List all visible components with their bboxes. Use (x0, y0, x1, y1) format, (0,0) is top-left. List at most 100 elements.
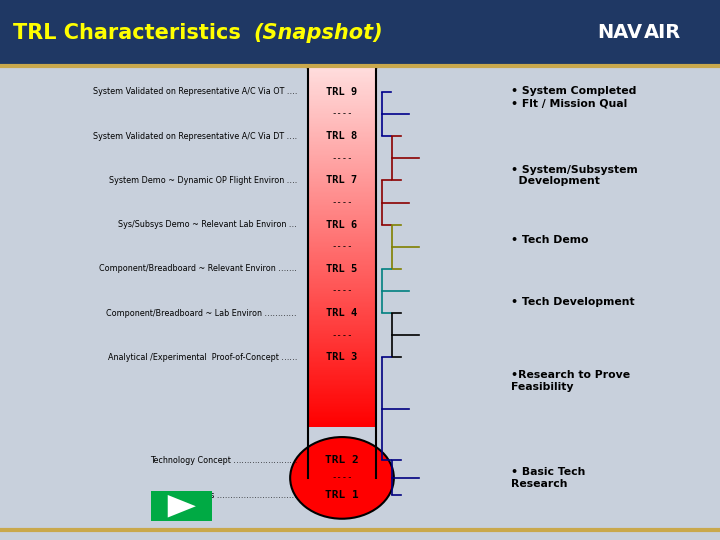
Text: Analytical /Experimental  Proof-of-Concept ……: Analytical /Experimental Proof-of-Concep… (107, 353, 297, 362)
Text: TRL 7: TRL 7 (326, 176, 358, 185)
Bar (308, 368, 376, 369)
Bar (308, 315, 376, 316)
Bar (308, 292, 376, 293)
Bar (308, 260, 376, 261)
Bar (308, 303, 376, 305)
Bar (308, 404, 376, 405)
Bar (308, 197, 376, 198)
Bar (308, 71, 376, 72)
Bar (308, 391, 376, 392)
Bar (308, 414, 376, 415)
Bar (308, 298, 376, 299)
Bar (308, 406, 376, 408)
Bar (308, 387, 376, 388)
Bar (308, 70, 376, 71)
Bar (308, 172, 376, 173)
Bar (308, 283, 376, 284)
Bar (308, 78, 376, 79)
Bar (308, 122, 376, 123)
Bar (308, 270, 376, 271)
Bar (308, 367, 376, 368)
Bar (308, 336, 376, 337)
Bar (308, 167, 376, 168)
Bar (308, 95, 376, 96)
Bar (308, 235, 376, 237)
Bar (308, 323, 376, 325)
Bar (308, 138, 376, 139)
Bar (308, 76, 376, 77)
Bar (308, 105, 376, 106)
Bar (308, 116, 376, 117)
Bar (308, 169, 376, 171)
Bar (308, 420, 376, 421)
Bar (308, 168, 376, 169)
Bar (308, 313, 376, 314)
Bar (308, 111, 376, 112)
Bar (308, 108, 376, 110)
Bar (308, 361, 376, 362)
Bar (308, 192, 376, 193)
Bar (308, 309, 376, 310)
Text: Component/Breadboard ~ Relevant Environ …….: Component/Breadboard ~ Relevant Environ … (99, 265, 297, 273)
Bar (308, 399, 376, 400)
Bar (308, 177, 376, 178)
Bar (308, 261, 376, 262)
Bar (308, 131, 376, 132)
Text: System Validated on Representative A/C Via DT ….: System Validated on Representative A/C V… (93, 132, 297, 140)
Bar (308, 124, 376, 125)
Bar (308, 401, 376, 403)
Bar (308, 223, 376, 224)
Bar (308, 282, 376, 283)
Bar (308, 123, 376, 124)
Text: ----: ---- (331, 198, 353, 207)
Bar (308, 80, 376, 82)
Bar (308, 156, 376, 157)
Bar (308, 69, 376, 70)
Bar (308, 364, 376, 366)
Bar (308, 133, 376, 134)
Bar (308, 366, 376, 367)
Text: NAV: NAV (598, 23, 643, 43)
Bar (308, 199, 376, 200)
Bar (308, 239, 376, 240)
Bar (308, 287, 376, 288)
Bar (308, 307, 376, 308)
Bar (308, 381, 376, 382)
Bar (308, 328, 376, 329)
Bar (308, 150, 376, 151)
Text: • System Completed
• Flt / Mission Qual: • System Completed • Flt / Mission Qual (511, 86, 636, 108)
Bar (308, 140, 376, 141)
Bar (308, 279, 376, 281)
Bar (308, 127, 376, 129)
Bar (308, 342, 376, 343)
Bar (308, 265, 376, 266)
Bar (308, 379, 376, 380)
Bar (308, 266, 376, 267)
Bar (308, 191, 376, 192)
Bar (308, 238, 376, 239)
Bar (308, 165, 376, 166)
Bar (308, 144, 376, 145)
Bar (308, 299, 376, 300)
Bar (308, 163, 376, 165)
Bar (308, 72, 376, 73)
Bar (308, 210, 376, 211)
FancyBboxPatch shape (0, 0, 720, 66)
Bar (308, 233, 376, 234)
Bar (308, 209, 376, 210)
Bar (308, 262, 376, 264)
Bar (308, 211, 376, 212)
Bar (308, 422, 376, 423)
Bar (308, 329, 376, 331)
Bar (308, 132, 376, 133)
Text: TRL 9: TRL 9 (326, 87, 358, 97)
Bar (308, 382, 376, 383)
Bar (308, 245, 376, 246)
Bar (308, 117, 376, 118)
Text: ----: ---- (331, 473, 353, 482)
Bar (308, 284, 376, 285)
Bar (308, 348, 376, 349)
Bar (308, 206, 376, 207)
Bar (308, 338, 376, 339)
Bar (308, 380, 376, 381)
